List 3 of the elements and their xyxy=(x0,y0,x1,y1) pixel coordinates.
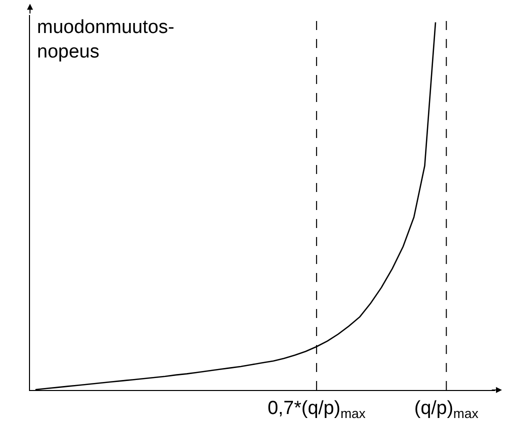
y-axis-title: muodonmuutos- nopeus xyxy=(37,17,174,63)
x-tick-label: 0,7*(q/p)$_{max}$ xyxy=(268,398,366,421)
x-tick-label: (q/p)$_{max}$ xyxy=(414,398,479,421)
